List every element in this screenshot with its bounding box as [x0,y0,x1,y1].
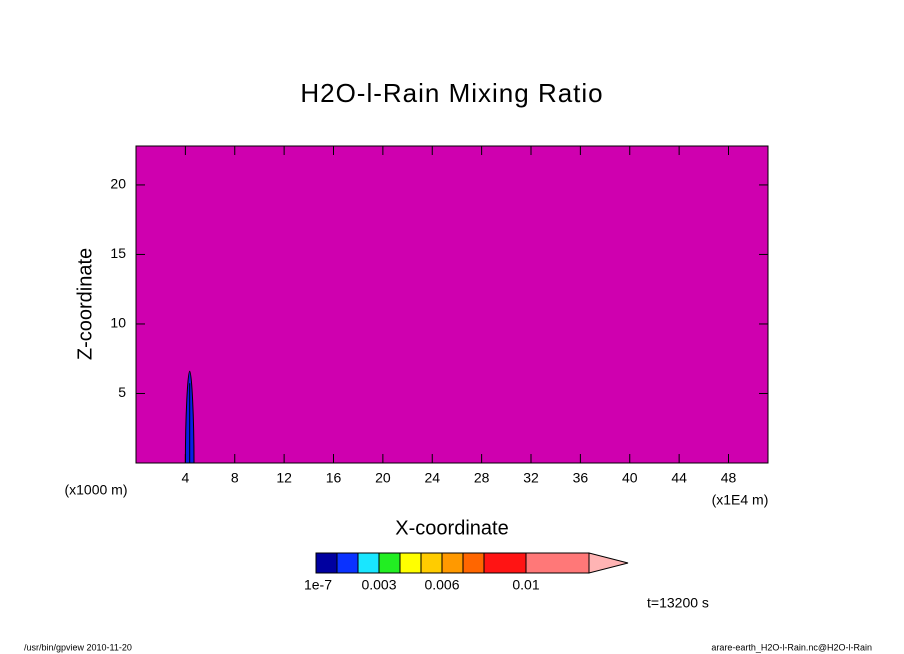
x-tick-label: 8 [231,470,239,486]
x-tick-label: 20 [375,470,391,486]
colorbar-box [315,552,338,574]
plot-frame [135,145,769,464]
chart-title: H2O-l-Rain Mixing Ratio [300,78,603,108]
colorbar-box [420,552,443,574]
x-tick-label: 48 [721,470,737,486]
footer-left: /usr/bin/gpview 2010-11-20 [24,642,132,652]
x-tick-label: 40 [622,470,638,486]
x-unit: (x1E4 m) [712,492,769,508]
x-tick-label: 36 [573,470,589,486]
x-tick-label: 4 [181,470,189,486]
y-tick-label: 10 [110,315,126,331]
colorbar-box [462,552,485,574]
y-tick-label: 5 [118,384,126,400]
colorbar-box [441,552,464,574]
x-tick-label: 44 [671,470,687,486]
y-unit: (x1000 m) [64,482,127,498]
colorbar-box [357,552,380,574]
footer-right: arare-earth_H2O-l-Rain.nc@H2O-l-Rain [711,642,872,652]
x-axis-label: X-coordinate [395,517,508,539]
y-tick-label: 20 [110,176,126,192]
plot-background [136,146,768,463]
annotation: t=13200 s [647,595,709,611]
colorbar-extend [588,552,629,574]
x-tick-label: 32 [523,470,539,486]
colorbar-box [336,552,359,574]
colorbar-box [483,552,527,574]
colorbar-label: 1e-7 [304,577,332,593]
colorbar-label: 0.01 [512,577,539,593]
colorbar-label: 0.003 [361,577,396,593]
x-tick-label: 12 [276,470,292,486]
y-axis-label: Z-coordinate [74,248,96,360]
x-tick-label: 28 [474,470,490,486]
colorbar-box [525,552,590,574]
x-tick-label: 24 [424,470,440,486]
colorbar-label: 0.006 [424,577,459,593]
colorbar-box [378,552,401,574]
x-tick-label: 16 [326,470,342,486]
y-tick-label: 15 [110,245,126,261]
colorbar-box [399,552,422,574]
